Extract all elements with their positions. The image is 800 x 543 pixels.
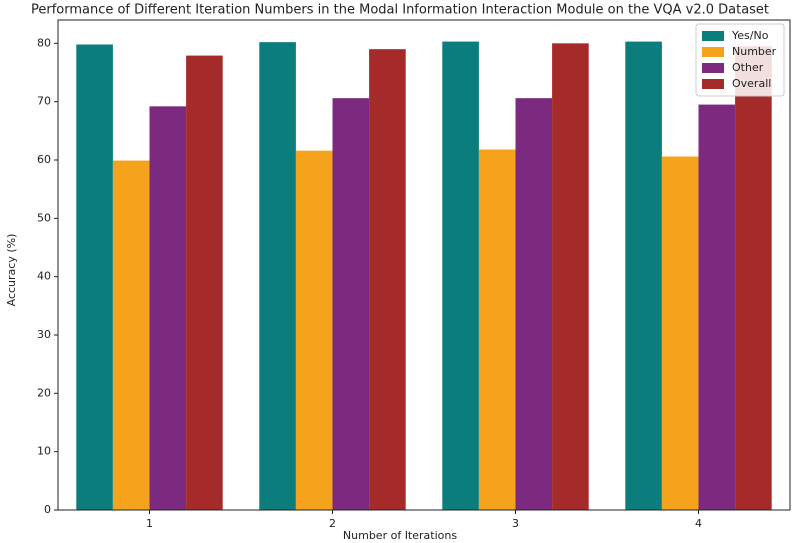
chart-title: Performance of Different Iteration Numbe… — [31, 3, 769, 18]
bar — [625, 41, 662, 510]
y-tick-label: 80 — [37, 36, 51, 49]
bar — [149, 106, 187, 510]
x-tick-label: 3 — [512, 517, 519, 530]
legend-swatch — [702, 31, 724, 41]
x-axis-label: Number of Iterations — [343, 529, 457, 542]
bar — [332, 98, 370, 511]
legend-label: Other — [732, 61, 764, 74]
legend-swatch — [702, 63, 724, 73]
legend-label: Overall — [732, 77, 771, 90]
legend-label: Yes/No — [731, 29, 769, 42]
bar — [478, 149, 516, 510]
legend-box — [695, 23, 785, 97]
bar — [295, 150, 333, 510]
legend-label: Number — [732, 45, 777, 58]
plot-frame — [57, 19, 791, 511]
y-tick-label: 20 — [37, 386, 51, 399]
bar — [661, 156, 699, 510]
y-tick-label: 60 — [37, 153, 51, 166]
y-tick-label: 40 — [37, 270, 51, 283]
bar — [698, 104, 736, 510]
y-axis-label: Accuracy (%) — [5, 234, 18, 307]
bar — [552, 43, 589, 510]
legend-swatch — [702, 47, 724, 57]
y-tick-label: 70 — [37, 95, 51, 108]
y-tick-label: 0 — [44, 503, 51, 516]
bar — [442, 41, 479, 510]
y-tick-label: 10 — [37, 445, 51, 458]
bar — [186, 55, 223, 510]
legend-swatch — [702, 79, 724, 89]
bar — [515, 98, 553, 511]
y-tick-label: 30 — [37, 328, 51, 341]
bar — [735, 46, 772, 510]
y-tick-label: 50 — [37, 211, 51, 224]
bar — [259, 42, 296, 511]
bar — [76, 44, 113, 510]
x-tick-label: 2 — [329, 517, 336, 530]
bar — [369, 49, 406, 511]
x-tick-label: 1 — [146, 517, 153, 530]
x-tick-label: 4 — [695, 517, 702, 530]
bar — [112, 160, 150, 511]
